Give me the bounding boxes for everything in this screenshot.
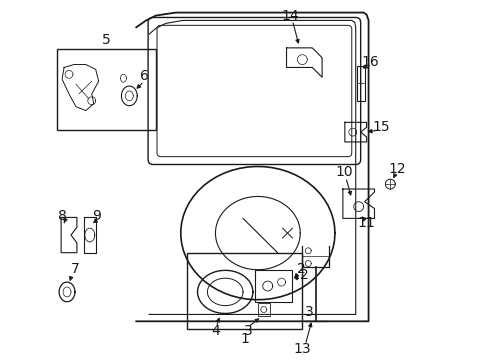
Text: 11: 11 xyxy=(357,216,375,230)
Text: 6: 6 xyxy=(140,69,148,83)
Bar xyxy=(254,270,292,302)
Bar xyxy=(186,253,302,329)
Text: 5: 5 xyxy=(102,33,111,47)
Text: 13: 13 xyxy=(293,342,310,356)
Text: 8: 8 xyxy=(58,210,66,224)
Text: 3: 3 xyxy=(304,305,313,319)
Bar xyxy=(57,49,156,130)
Text: 2: 2 xyxy=(299,268,308,282)
Text: 3: 3 xyxy=(243,324,252,338)
Text: 7: 7 xyxy=(70,262,79,276)
Bar xyxy=(356,66,364,101)
Text: 15: 15 xyxy=(372,120,389,134)
Text: 4: 4 xyxy=(210,324,219,338)
Text: 16: 16 xyxy=(361,55,379,69)
Text: 1: 1 xyxy=(240,332,249,346)
Text: 10: 10 xyxy=(334,165,352,179)
Text: 9: 9 xyxy=(92,210,101,224)
Text: 2: 2 xyxy=(296,262,305,276)
Text: 12: 12 xyxy=(387,162,405,176)
Bar xyxy=(257,303,269,316)
Text: 14: 14 xyxy=(281,9,299,23)
